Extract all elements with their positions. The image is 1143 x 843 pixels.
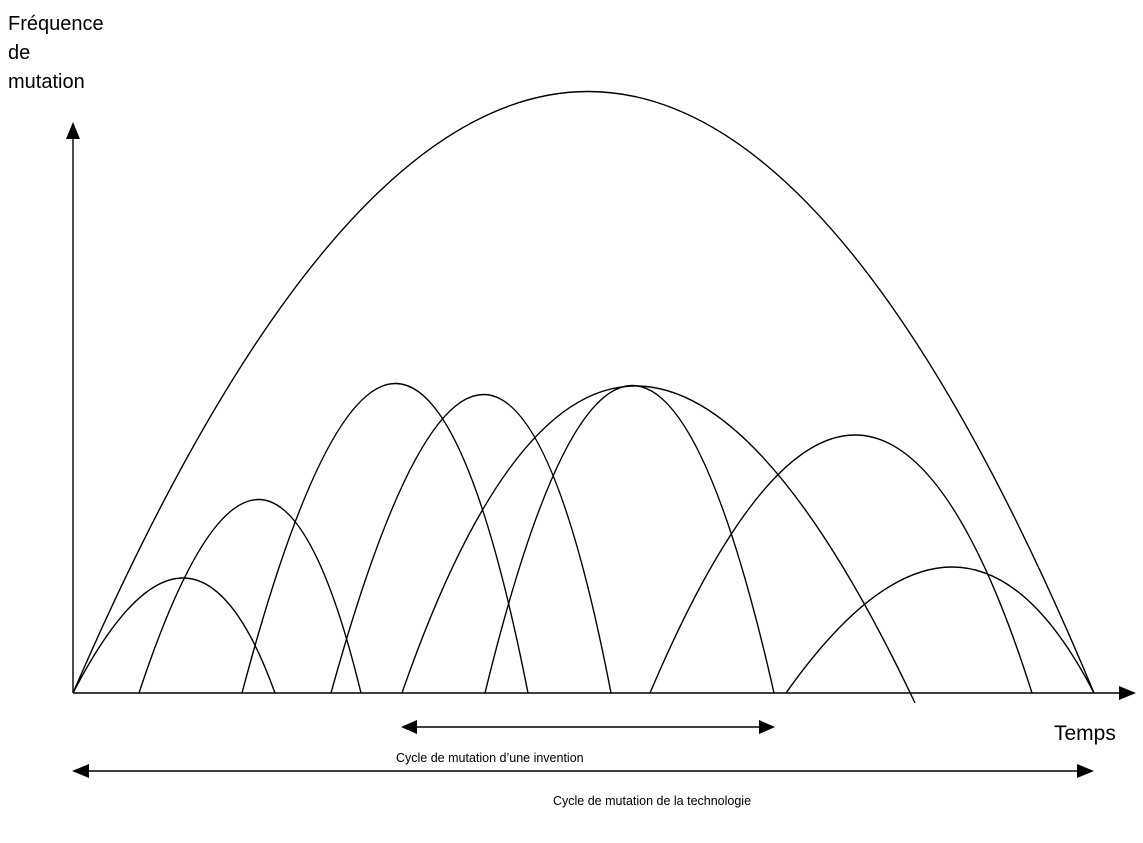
y-axis-title: Fréquence de mutation <box>8 10 104 97</box>
invention-curve-7 <box>649 434 1033 694</box>
x-axis-arrowhead <box>1119 686 1136 700</box>
technology-cycle-arrowhead-left <box>72 764 89 778</box>
y-axis-title-line-2: de <box>8 42 31 64</box>
technology-cycle-arrowhead-right <box>1077 764 1094 778</box>
technology-cycle-label: Cycle de mutation de la technologie <box>553 794 752 808</box>
technology-cycle-curve <box>72 90 1095 694</box>
y-axis-title-line-1: Fréquence <box>8 13 104 35</box>
invention-curve-3 <box>241 383 529 694</box>
invention-cycle-arrowhead-left <box>401 720 417 734</box>
invention-curve-8 <box>785 566 1095 694</box>
x-axis-title: Temps <box>1054 722 1116 745</box>
invention-cycle-arrowhead-right <box>759 720 775 734</box>
invention-cycle-label: Cycle de mutation d’une invention <box>396 751 584 765</box>
y-axis-arrowhead <box>66 122 80 139</box>
invention-curve-2 <box>138 499 362 694</box>
invention-curve-4 <box>330 394 612 694</box>
y-axis-title-line-3: mutation <box>8 71 85 93</box>
invention-curve-5 <box>401 385 916 704</box>
invention-curve-6 <box>484 385 775 694</box>
invention-curve-1 <box>72 577 276 694</box>
